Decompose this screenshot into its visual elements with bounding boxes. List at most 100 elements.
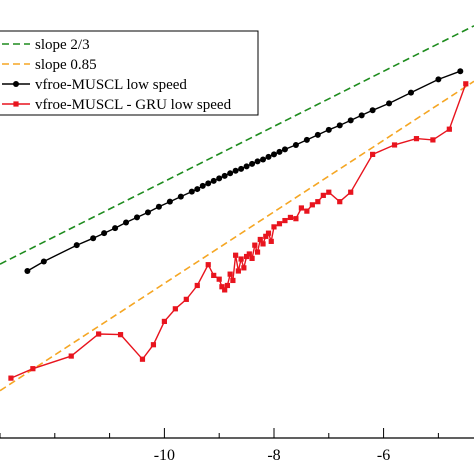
data-point-vfroe-muscl-gru-low-speed	[430, 137, 436, 143]
data-point-vfroe-muscl-low-speed	[435, 76, 442, 83]
data-point-vfroe-muscl-gru-low-speed	[243, 253, 250, 260]
x-tick-label: -6	[377, 447, 390, 464]
data-point-vfroe-muscl-gru-low-speed	[271, 224, 277, 230]
legend-label-vfroe-muscl-gru-low-speed: vfroe-MUSCL - GRU low speed	[35, 97, 232, 113]
data-point-vfroe-muscl-gru-low-speed	[219, 284, 225, 290]
data-point-vfroe-muscl-gru-low-speed	[446, 126, 452, 132]
data-point-vfroe-muscl-gru-low-speed	[282, 217, 288, 224]
series-line-slope-2-3	[0, 25, 474, 265]
legend: slope 2/3 slope 0.85 vfroe-MUSCL low speed…	[0, 30, 259, 116]
data-point-vfroe-muscl-gru-low-speed	[287, 214, 294, 221]
data-point-vfroe-muscl-gru-low-speed	[252, 242, 258, 248]
data-point-vfroe-muscl-gru-low-speed	[194, 282, 200, 289]
data-point-vfroe-muscl-gru-low-speed	[326, 189, 332, 195]
data-point-vfroe-muscl-gru-low-speed	[337, 199, 343, 205]
x-tick-label: -8	[267, 447, 280, 464]
data-point-vfroe-muscl-gru-low-speed	[265, 230, 272, 236]
data-point-vfroe-muscl-low-speed	[325, 126, 332, 133]
data-point-vfroe-muscl-gru-low-speed	[241, 265, 247, 271]
data-point-vfroe-muscl-low-speed	[281, 146, 288, 153]
data-point-vfroe-muscl-low-speed	[24, 267, 31, 274]
data-point-vfroe-muscl-low-speed	[144, 209, 151, 216]
data-point-vfroe-muscl-gru-low-speed	[216, 276, 222, 282]
data-point-vfroe-muscl-gru-low-speed	[227, 271, 233, 277]
data-point-vfroe-muscl-low-speed	[194, 186, 201, 193]
data-point-vfroe-muscl-gru-low-speed	[370, 151, 376, 158]
series-markers	[8, 68, 469, 381]
data-point-vfroe-muscl-low-speed	[336, 122, 343, 129]
data-point-vfroe-muscl-gru-low-speed	[254, 249, 261, 255]
data-point-vfroe-muscl-gru-low-speed	[233, 252, 239, 258]
legend-marker-vfroe-muscl-low-speed	[13, 81, 19, 87]
data-point-vfroe-muscl-gru-low-speed	[320, 192, 326, 198]
data-point-vfroe-muscl-low-speed	[265, 153, 272, 160]
data-point-vfroe-muscl-gru-low-speed	[268, 238, 274, 244]
data-point-vfroe-muscl-gru-low-speed	[30, 366, 36, 372]
data-point-vfroe-muscl-gru-low-speed	[315, 199, 321, 205]
data-point-vfroe-muscl-low-speed	[260, 156, 267, 163]
data-point-vfroe-muscl-low-speed	[369, 107, 376, 114]
data-point-vfroe-muscl-gru-low-speed	[183, 296, 189, 302]
data-point-vfroe-muscl-gru-low-speed	[348, 189, 354, 195]
data-point-vfroe-muscl-low-speed	[133, 214, 140, 221]
legend-label-slope-2-3: slope 2/3	[35, 37, 90, 53]
data-point-vfroe-muscl-gru-low-speed	[413, 136, 420, 142]
data-point-vfroe-muscl-gru-low-speed	[96, 331, 102, 337]
data-point-vfroe-muscl-gru-low-speed	[205, 262, 211, 268]
data-point-vfroe-muscl-gru-low-speed	[293, 216, 299, 222]
data-point-vfroe-muscl-low-speed	[177, 193, 184, 200]
data-point-vfroe-muscl-gru-low-speed	[309, 202, 315, 208]
data-point-vfroe-muscl-low-speed	[232, 167, 239, 174]
data-point-vfroe-muscl-low-speed	[243, 163, 250, 170]
data-point-vfroe-muscl-gru-low-speed	[391, 142, 398, 148]
data-point-vfroe-muscl-low-speed	[386, 100, 393, 107]
legend-label-vfroe-muscl-low-speed: vfroe-MUSCL low speed	[35, 77, 187, 93]
data-point-vfroe-muscl-gru-low-speed	[139, 356, 146, 362]
data-point-vfroe-muscl-low-speed	[358, 112, 365, 119]
data-point-vfroe-muscl-low-speed	[292, 141, 299, 148]
data-point-vfroe-muscl-low-speed	[314, 131, 321, 138]
data-point-vfroe-muscl-low-speed	[40, 258, 47, 265]
data-point-vfroe-muscl-low-speed	[123, 219, 130, 226]
data-point-vfroe-muscl-low-speed	[90, 235, 97, 242]
data-point-vfroe-muscl-low-speed	[221, 172, 228, 179]
data-point-vfroe-muscl-low-speed	[276, 148, 283, 155]
data-point-vfroe-muscl-gru-low-speed	[230, 277, 236, 284]
series-line-vfroe-muscl-gru-low-speed	[10, 83, 467, 379]
data-point-vfroe-muscl-low-speed	[188, 188, 195, 195]
series-line-slope-0-85	[0, 80, 474, 392]
data-point-vfroe-muscl-gru-low-speed	[150, 342, 157, 348]
data-point-vfroe-muscl-low-speed	[249, 160, 256, 167]
data-point-vfroe-muscl-low-speed	[155, 203, 162, 210]
legend-label-slope-0-85: slope 0.85	[35, 57, 97, 73]
data-point-vfroe-muscl-gru-low-speed	[117, 332, 124, 338]
data-point-vfroe-muscl-low-speed	[205, 180, 212, 187]
data-point-vfroe-muscl-gru-low-speed	[249, 255, 255, 261]
data-point-vfroe-muscl-gru-low-speed	[263, 233, 269, 239]
data-point-vfroe-muscl-low-speed	[254, 158, 261, 165]
data-point-vfroe-muscl-low-speed	[457, 68, 464, 75]
data-point-vfroe-muscl-gru-low-speed	[246, 251, 252, 257]
data-point-vfroe-muscl-low-speed	[199, 182, 206, 189]
data-point-vfroe-muscl-low-speed	[73, 242, 80, 249]
data-point-vfroe-muscl-gru-low-speed	[161, 318, 167, 325]
data-point-vfroe-muscl-low-speed	[347, 117, 354, 124]
data-point-vfroe-muscl-gru-low-speed	[304, 208, 310, 214]
data-point-vfroe-muscl-low-speed	[238, 165, 245, 172]
data-point-vfroe-muscl-low-speed	[216, 175, 223, 182]
data-point-vfroe-muscl-low-speed	[270, 151, 277, 158]
data-point-vfroe-muscl-gru-low-speed	[238, 256, 244, 262]
data-point-vfroe-muscl-gru-low-speed	[298, 205, 304, 211]
data-point-vfroe-muscl-gru-low-speed	[224, 282, 231, 289]
data-point-vfroe-muscl-low-speed	[101, 230, 108, 237]
axes: -10 -8 -6	[0, 428, 474, 464]
data-point-vfroe-muscl-gru-low-speed	[235, 268, 241, 274]
data-point-vfroe-muscl-gru-low-speed	[257, 236, 263, 243]
data-point-vfroe-muscl-gru-low-speed	[222, 287, 228, 293]
data-point-vfroe-muscl-low-speed	[407, 89, 414, 96]
data-point-vfroe-muscl-gru-low-speed	[276, 221, 283, 227]
data-point-vfroe-muscl-gru-low-speed	[172, 306, 178, 312]
legend-box	[0, 30, 259, 116]
data-point-vfroe-muscl-low-speed	[227, 170, 234, 177]
